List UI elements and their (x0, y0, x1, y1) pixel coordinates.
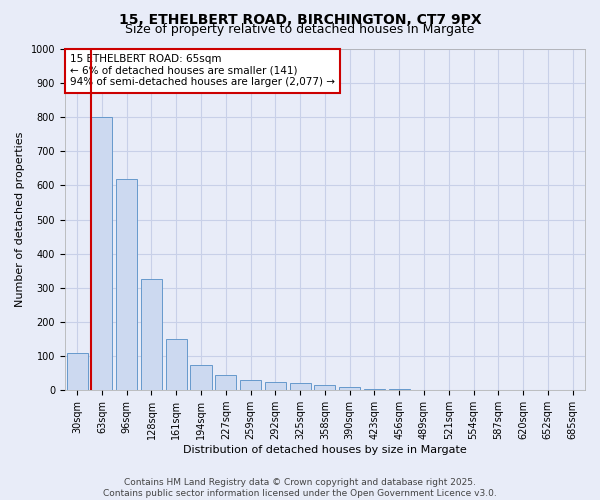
Bar (314, 385, 335, 390)
Bar (215, 375, 236, 390)
Bar (166, 339, 187, 390)
Bar (91, 117, 112, 390)
Bar (67, 352, 88, 390)
Bar (364, 388, 385, 390)
Bar (389, 389, 410, 390)
Y-axis label: Number of detached properties: Number of detached properties (15, 132, 25, 308)
Bar (116, 178, 137, 390)
Bar (339, 388, 360, 390)
Text: 15 ETHELBERT ROAD: 65sqm
← 6% of detached houses are smaller (141)
94% of semi-d: 15 ETHELBERT ROAD: 65sqm ← 6% of detache… (70, 54, 335, 88)
Bar (265, 382, 286, 390)
Bar (190, 364, 212, 390)
Bar (141, 280, 162, 390)
Bar (290, 384, 311, 390)
Text: Contains HM Land Registry data © Crown copyright and database right 2025.
Contai: Contains HM Land Registry data © Crown c… (103, 478, 497, 498)
Bar (240, 380, 261, 390)
X-axis label: Distribution of detached houses by size in Margate: Distribution of detached houses by size … (183, 445, 467, 455)
Text: Size of property relative to detached houses in Margate: Size of property relative to detached ho… (125, 22, 475, 36)
Text: 15, ETHELBERT ROAD, BIRCHINGTON, CT7 9PX: 15, ETHELBERT ROAD, BIRCHINGTON, CT7 9PX (119, 12, 481, 26)
